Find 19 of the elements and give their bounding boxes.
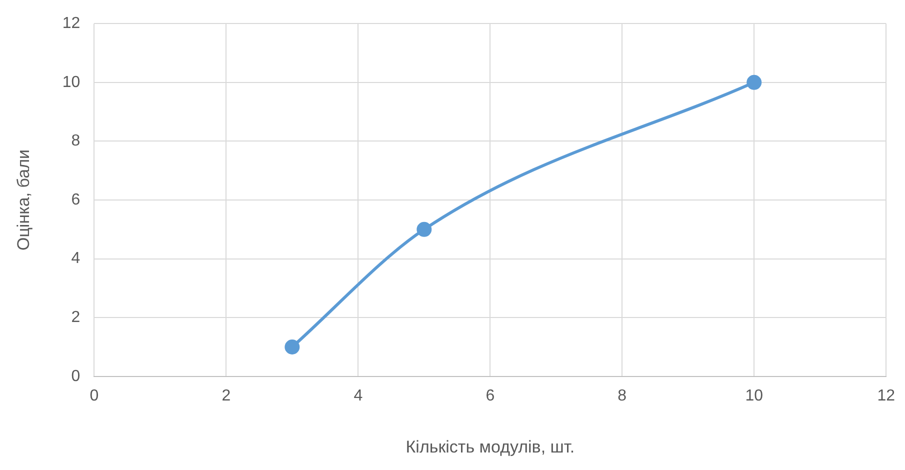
x-axis-title: Кількість модулів, шт. bbox=[406, 437, 575, 456]
x-tick-label: 6 bbox=[486, 387, 495, 404]
x-tick-label: 10 bbox=[745, 387, 764, 404]
y-tick-label: 0 bbox=[71, 368, 80, 385]
point bbox=[284, 340, 300, 354]
x-tick-label: 2 bbox=[222, 387, 231, 404]
y-tick-label: 4 bbox=[71, 250, 80, 268]
x-tick-label: 12 bbox=[877, 387, 896, 404]
y-tick-label: 8 bbox=[71, 132, 80, 150]
y-tick-label: 10 bbox=[62, 74, 80, 91]
point bbox=[416, 222, 432, 237]
x-tick-label: 4 bbox=[354, 387, 363, 404]
x-tick-label: 8 bbox=[618, 387, 627, 404]
x-tick-label: 0 bbox=[90, 387, 99, 404]
y-tick-label: 12 bbox=[62, 15, 80, 32]
y-tick-label: 6 bbox=[71, 191, 80, 208]
y-tick-label: 2 bbox=[71, 309, 80, 326]
point bbox=[746, 74, 762, 90]
y-axis-title: Оцінка, бали bbox=[14, 149, 33, 251]
